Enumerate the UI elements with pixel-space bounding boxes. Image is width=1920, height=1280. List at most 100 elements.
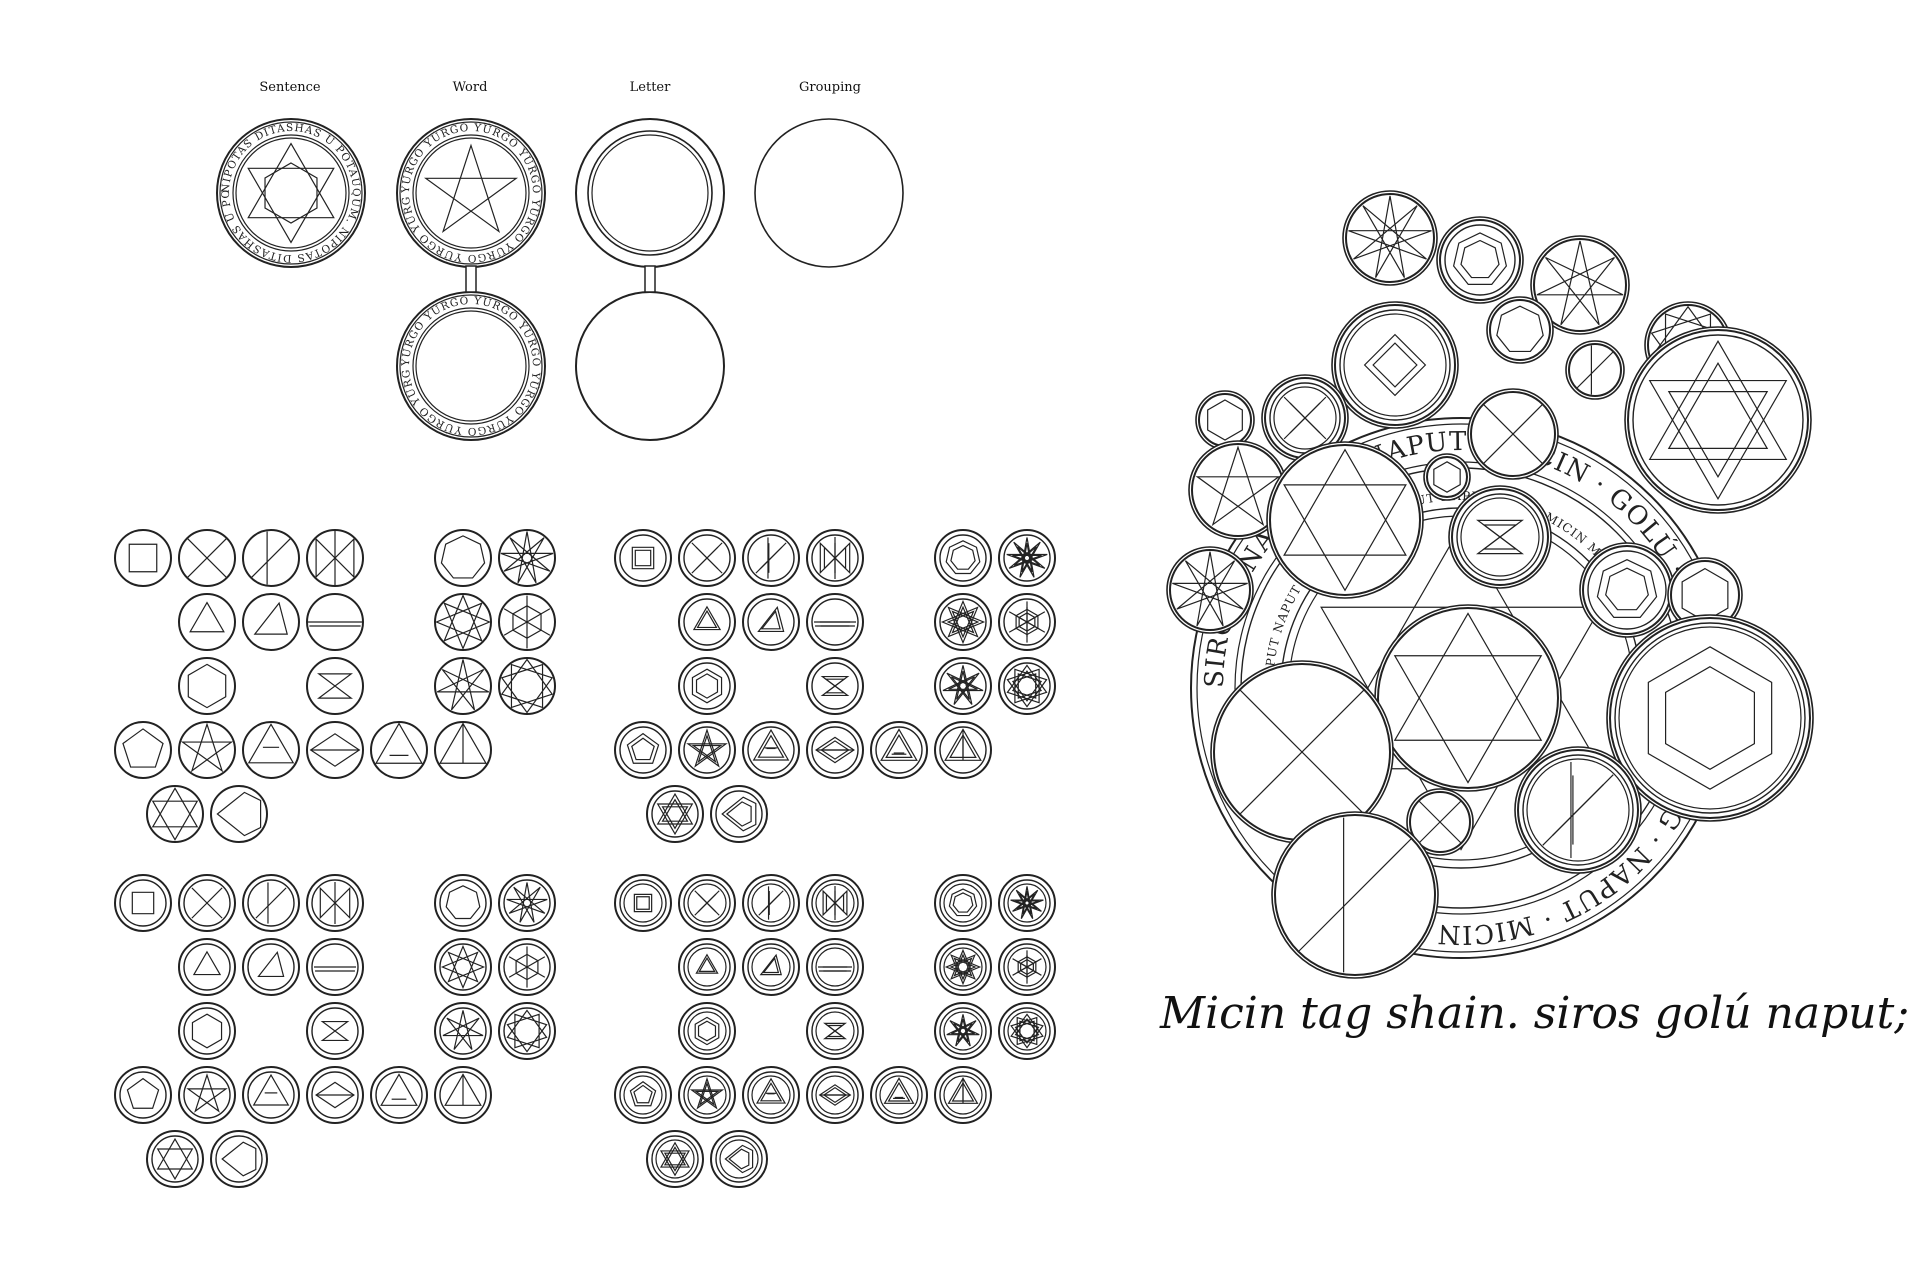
alphabet-panel-4 — [614, 874, 1056, 1188]
letter-glyph-decagram — [998, 1002, 1056, 1060]
legend-label-grouping: Grouping — [799, 80, 861, 95]
letter-glyph-square — [114, 529, 172, 587]
letter-glyph-kite — [306, 721, 364, 779]
legend-label-word: Word — [452, 80, 488, 95]
letter-glyph-heptagon — [934, 529, 992, 587]
letter-glyph-a-shape — [370, 721, 428, 779]
alphabet-panels — [114, 529, 1056, 1188]
main-glyph-enneagram — [1169, 549, 1251, 631]
main-bubble-enneagram — [1166, 546, 1254, 634]
letter-glyph-hline — [806, 593, 864, 651]
alphabet-panel-2 — [614, 529, 1056, 843]
main-bubble-x — [1467, 388, 1559, 480]
letter-glyph-a-bar — [934, 1066, 992, 1124]
letter-glyph-octagram — [934, 938, 992, 996]
letter-glyph-pentagon — [614, 1066, 672, 1124]
letter-glyph-heptagram — [434, 1002, 492, 1060]
main-bubble-x — [1406, 788, 1474, 856]
letter-glyph-heptagon — [434, 874, 492, 932]
letter-glyph-heptagon — [434, 529, 492, 587]
letter-glyph-zed — [806, 657, 864, 715]
letter-glyph-x — [178, 874, 236, 932]
main-bubble-heptagon — [1579, 542, 1675, 638]
letter-glyph-bowtie — [306, 529, 364, 587]
legend-label-letter: Letter — [629, 80, 671, 95]
legend-label-sentence: Sentence — [259, 80, 321, 95]
legend-diagrams: NIPOTAS DITASHAS U POTAÚQUM. NIPOTAS DIT… — [0, 0, 904, 441]
main-bubble-slash — [1514, 746, 1642, 874]
main-bubble-hexagon — [1195, 390, 1255, 450]
letter-glyph-triangle — [678, 593, 736, 651]
main-bubble-diamond — [1331, 301, 1459, 429]
legend-letter-circles — [575, 118, 725, 441]
letter-glyph-wedge — [742, 593, 800, 651]
main-glyph-heptagon — [1439, 219, 1521, 301]
main-bubble-hexagram — [1374, 604, 1562, 792]
main-glyph-hexagram — [1269, 444, 1421, 596]
letter-glyph-enneagram — [998, 874, 1056, 932]
main-bubble-slash — [1271, 811, 1439, 979]
alphabet-panel-3 — [114, 874, 556, 1188]
letter-glyph-hexagon — [678, 1002, 736, 1060]
letter-glyph-chevron — [210, 785, 268, 843]
letter-glyph-octagram — [934, 593, 992, 651]
letter-glyph-x — [178, 529, 236, 587]
letter-glyph-x — [678, 529, 736, 587]
letter-glyph-square — [614, 529, 672, 587]
letter-glyph-slash — [242, 874, 300, 932]
letter-glyph-pentagram — [678, 721, 736, 779]
letter-glyph-pentagon — [114, 721, 172, 779]
letter-glyph-bowtie — [806, 529, 864, 587]
main-glyph-x — [1409, 791, 1471, 853]
main-bubble-heptagon — [1486, 296, 1554, 364]
main-bubble-hexagon — [1606, 614, 1814, 822]
letter-glyph-decagram — [998, 657, 1056, 715]
main-bubble-x — [1210, 660, 1394, 844]
letter-glyph-heptagram — [934, 657, 992, 715]
letter-glyph-square — [614, 874, 672, 932]
letter-glyph-slash — [742, 529, 800, 587]
letter-glyph-chevron — [710, 785, 768, 843]
letter-glyph-x — [678, 874, 736, 932]
letter-glyph-enneagram — [998, 529, 1056, 587]
letter-glyph-tri-cross — [242, 721, 300, 779]
letter-glyph-square — [114, 874, 172, 932]
letter-glyph-heptagram — [934, 1002, 992, 1060]
ring-text: NIPOTAS DITASHAS U POTAÚQUM. NIPOTAS DIT… — [0, 0, 364, 264]
letter-glyph-tri-cross — [742, 721, 800, 779]
main-glyph-diamond — [1334, 304, 1456, 426]
main-glyph-hexagram — [1377, 607, 1559, 789]
letter-glyph-bowtie — [806, 874, 864, 932]
letter-glyph-a-bar — [434, 721, 492, 779]
letter-glyph-hexagram — [646, 785, 704, 843]
letter-glyph-star6x — [498, 938, 556, 996]
letter-glyph-enneagram — [498, 874, 556, 932]
letter-glyph-wedge — [242, 938, 300, 996]
letter-glyph-pentagram — [178, 1066, 236, 1124]
letter-glyph-pentagon — [114, 1066, 172, 1124]
main-bubble-slash — [1565, 340, 1625, 400]
main-glyph-zed — [1451, 488, 1549, 586]
main-glyph-enneagram — [1345, 193, 1435, 283]
letter-glyph-kite — [306, 1066, 364, 1124]
main-glyph-slash — [1568, 343, 1622, 397]
main-bubble-hexagon — [1667, 557, 1743, 633]
letter-glyph-octagram — [434, 593, 492, 651]
letter-glyph-kite — [806, 721, 864, 779]
main-glyph-hexagon — [1609, 617, 1811, 819]
alphabet-panel-1 — [114, 529, 556, 843]
letter-glyph-decagram — [498, 1002, 556, 1060]
letter-glyph-octagram — [434, 938, 492, 996]
letter-glyph-decagram — [498, 657, 556, 715]
main-bubble-heptagon — [1436, 216, 1524, 304]
main-sentence-circle: SIROS · NA · TAG · NAPUT · MICIN · GOLÚ … — [1166, 190, 1814, 979]
letter-glyph-hline — [806, 938, 864, 996]
main-bubble-hexagram — [1266, 441, 1424, 599]
letter-glyph-hline — [306, 938, 364, 996]
letter-glyph-heptagon — [934, 874, 992, 932]
main-glyph-hexagram — [1627, 329, 1809, 511]
letter-glyph-pentagram — [178, 721, 236, 779]
main-glyph-hexagon — [1426, 456, 1468, 498]
letter-glyph-a-bar — [934, 721, 992, 779]
letter-glyph-slash — [242, 529, 300, 587]
